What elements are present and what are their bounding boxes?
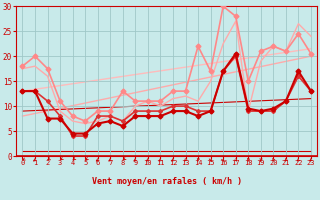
X-axis label: Vent moyen/en rafales ( km/h ): Vent moyen/en rafales ( km/h ) [92, 177, 242, 186]
